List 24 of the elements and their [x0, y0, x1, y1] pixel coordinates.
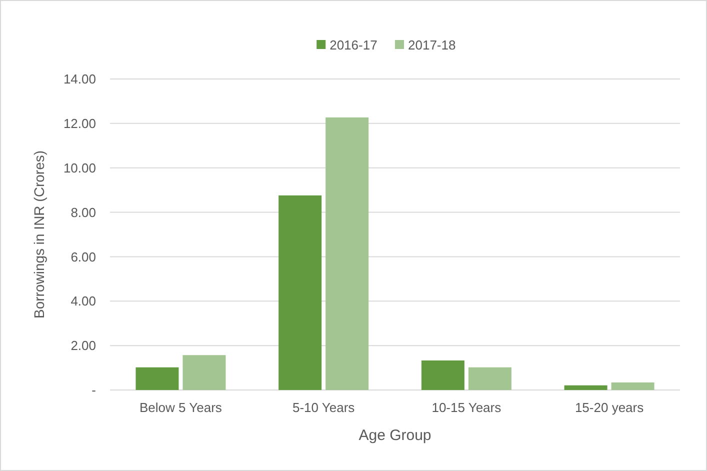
- y-tick-label: -: [92, 382, 96, 398]
- bar: [182, 355, 226, 390]
- legend-label: 2017-18: [408, 38, 456, 53]
- y-tick-label: 8.00: [70, 204, 96, 220]
- bar: [278, 195, 322, 390]
- x-tick-label: Below 5 Years: [140, 400, 222, 415]
- x-axis-title: Age Group: [358, 427, 432, 444]
- bar: [611, 382, 654, 390]
- bar: [468, 367, 512, 390]
- legend-label: 2016-17: [330, 38, 378, 53]
- x-tick-label: 5-10 Years: [292, 400, 356, 415]
- bar: [564, 385, 608, 390]
- x-tick-label: 10-15 Years: [432, 400, 502, 415]
- y-tick-label: 2.00: [70, 338, 96, 354]
- y-tick-label: 6.00: [70, 249, 96, 264]
- bar: [421, 360, 464, 390]
- bar: [326, 117, 369, 390]
- y-axis-title: Borrowings in INR (Crores): [31, 150, 47, 319]
- bar: [136, 367, 179, 390]
- y-tick-label: 14.00: [63, 72, 96, 87]
- y-tick-label: 10.00: [63, 160, 96, 176]
- y-tick-label: 4.00: [70, 294, 96, 309]
- x-tick-label: 15-20 years: [574, 400, 644, 415]
- y-tick-label: 12.00: [63, 116, 96, 131]
